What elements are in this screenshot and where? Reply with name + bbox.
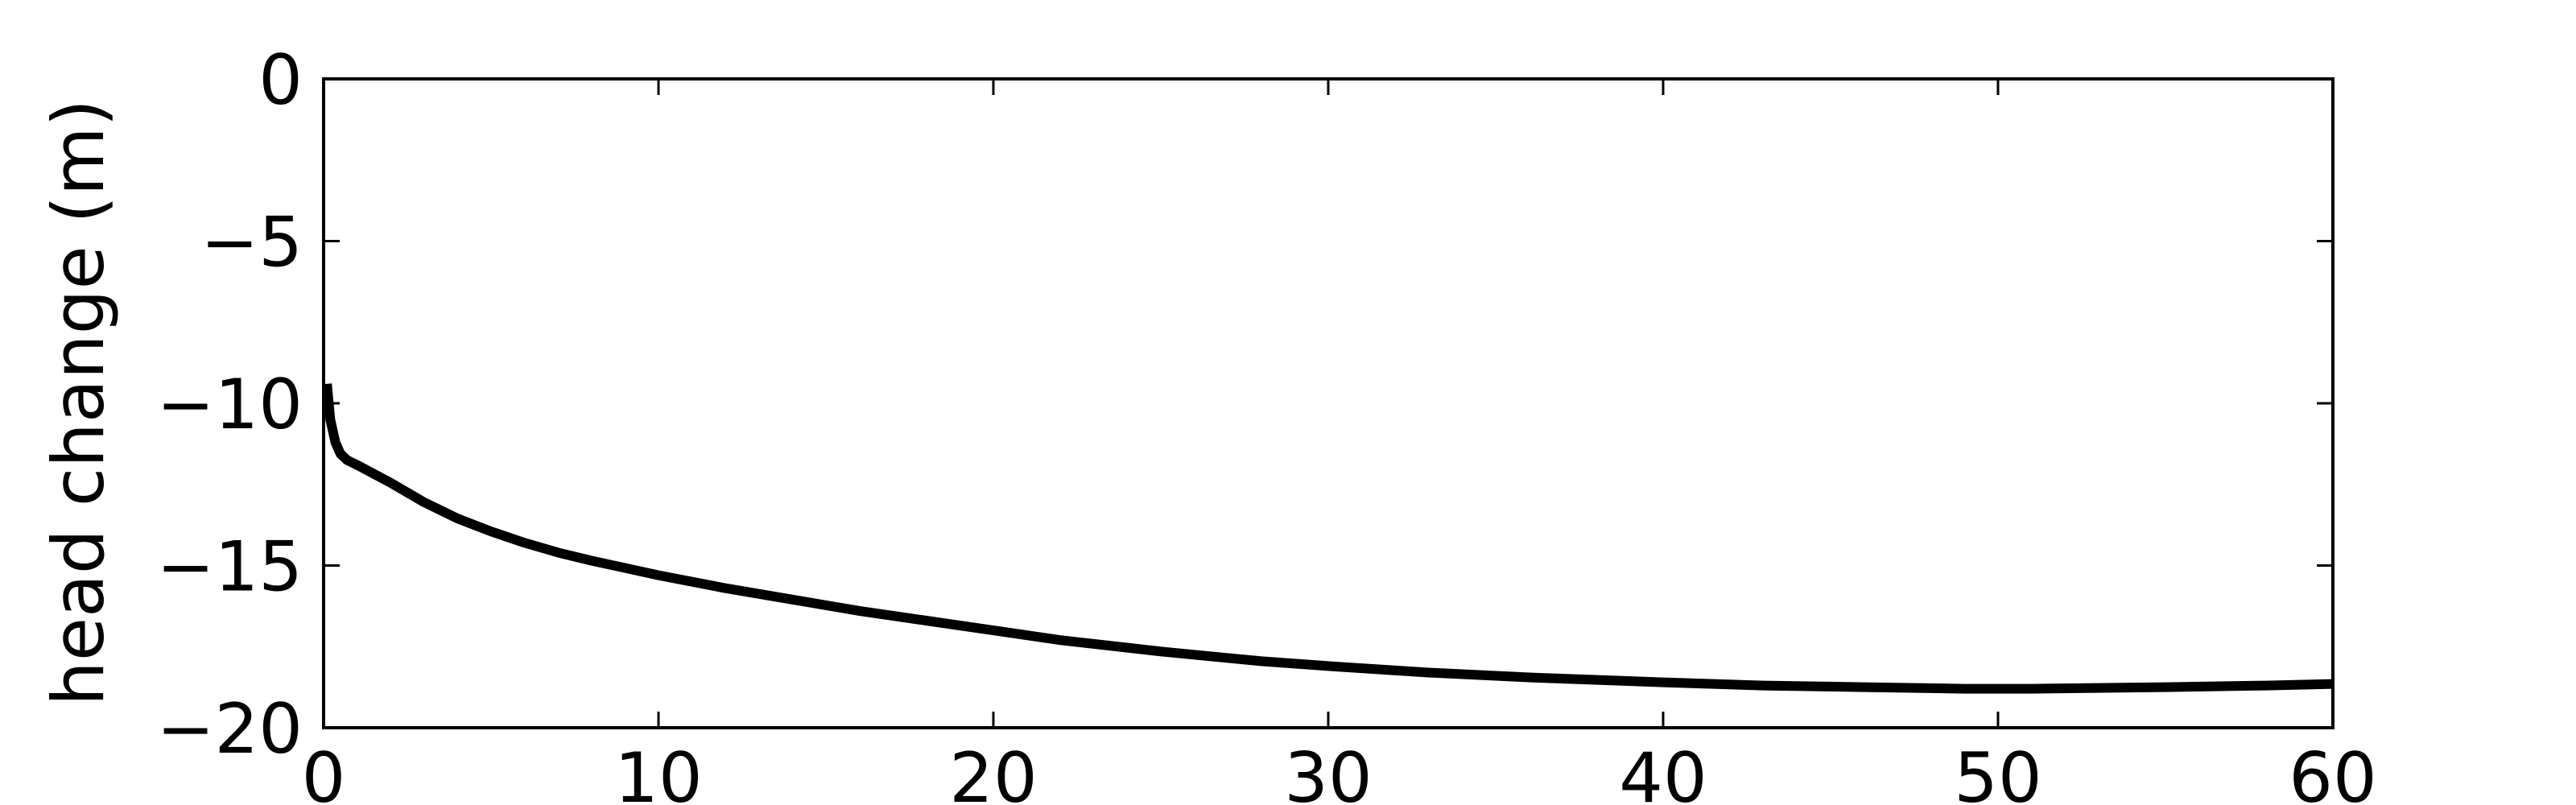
plot-frame	[322, 77, 2334, 729]
y-tick-label: −15	[157, 527, 303, 608]
series-line	[322, 383, 2334, 694]
plot-area	[322, 383, 2334, 694]
x-tick-label: 30	[1284, 738, 1372, 805]
y-tick-label: 0	[258, 40, 303, 121]
x-tick-label: 60	[2289, 738, 2376, 805]
x-tick-label: 40	[1619, 738, 1707, 805]
y-axis: 0 −5 −10 −15 −20	[157, 40, 2333, 770]
x-axis: 0 10 20 30 40 50 60	[302, 79, 2377, 805]
x-tick-label: 50	[1954, 738, 2041, 805]
y-tick-label: −10	[157, 365, 303, 445]
x-tick-label: 20	[949, 738, 1037, 805]
y-tick-label: −5	[200, 203, 303, 283]
x-tick-label: 10	[614, 738, 702, 805]
y-axis-label: head change (m)	[37, 99, 120, 706]
y-tick-label: −20	[157, 689, 303, 770]
x-tick-label: 0	[302, 738, 346, 805]
